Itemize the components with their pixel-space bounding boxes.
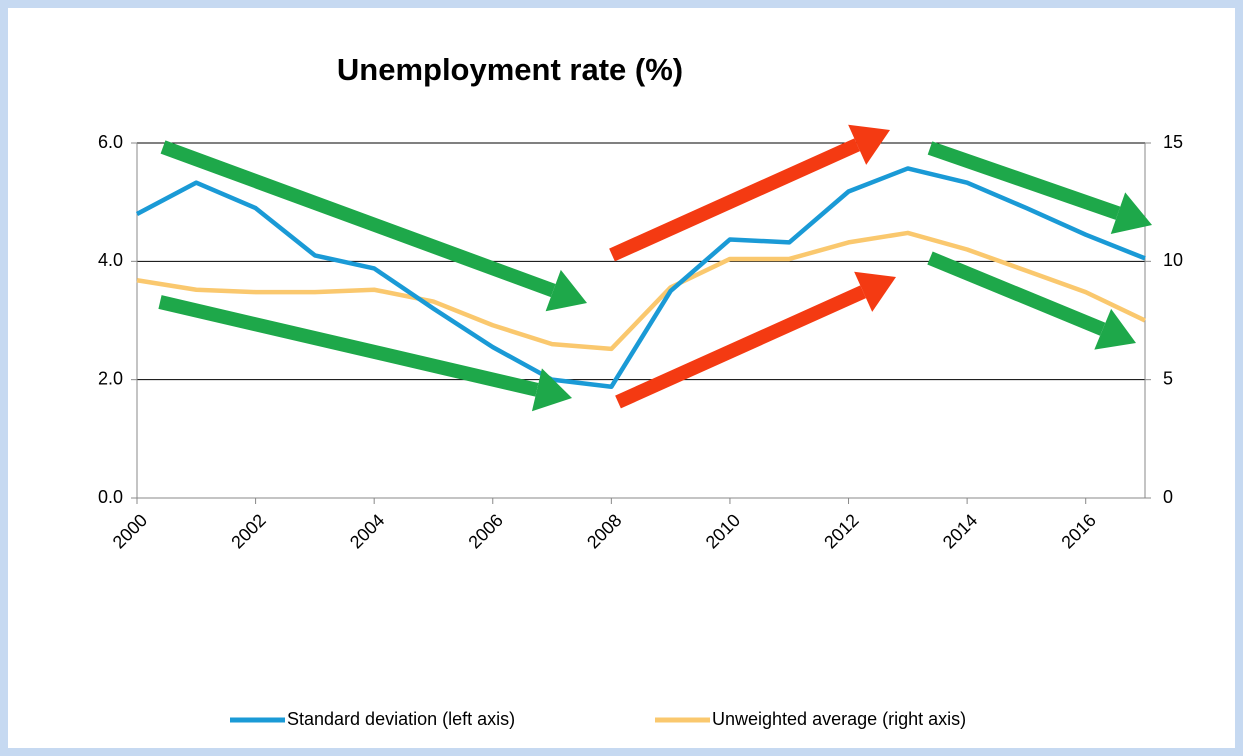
y2-tick-label: 15 [1163, 132, 1183, 152]
y-tick-label: 2.0 [98, 368, 123, 388]
y2-tick-label: 5 [1163, 368, 1173, 388]
y2-tick-label: 0 [1163, 487, 1173, 507]
arrow-shaft [158, 295, 539, 397]
arrow-shaft [615, 285, 867, 409]
arrow-shaft [927, 141, 1121, 220]
arrow-head [1110, 192, 1152, 234]
legend-label: Unweighted average (right axis) [712, 709, 966, 729]
y-tick-label: 0.0 [98, 487, 123, 507]
arrow-shaft [609, 138, 861, 262]
arrow-head [854, 271, 896, 312]
arrow-head [531, 368, 572, 412]
y-tick-label: 6.0 [98, 132, 123, 152]
arrow-shaft [160, 140, 556, 298]
arrow-shaft [927, 251, 1106, 336]
chart-area [8, 8, 1235, 748]
y2-tick-label: 10 [1163, 250, 1183, 270]
series-line [136, 230, 1146, 352]
arrow-head [1094, 308, 1136, 350]
y-tick-label: 4.0 [98, 250, 123, 270]
chart-title: Unemployment rate (%) [337, 52, 683, 87]
legend-label: Standard deviation (left axis) [287, 709, 515, 729]
series-line [135, 166, 1146, 390]
arrow-head [545, 269, 587, 312]
arrow-head [848, 124, 890, 165]
